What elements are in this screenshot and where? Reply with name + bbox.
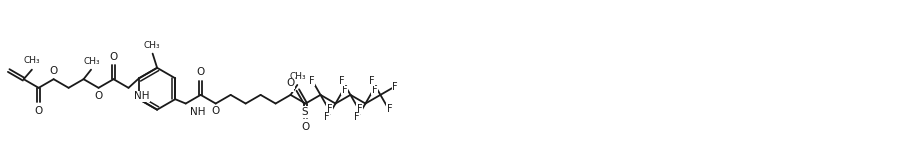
Text: NH: NH: [133, 91, 148, 101]
Text: F: F: [338, 76, 343, 86]
Text: CH₃: CH₃: [289, 72, 306, 81]
Text: O: O: [35, 106, 43, 116]
Text: O: O: [211, 106, 220, 116]
Text: S: S: [302, 107, 308, 117]
Text: CH₃: CH₃: [83, 57, 99, 66]
Text: F: F: [368, 76, 374, 86]
Text: O: O: [286, 78, 294, 88]
Text: F: F: [326, 104, 332, 114]
Text: F: F: [356, 104, 362, 114]
Text: O: O: [49, 66, 57, 76]
Text: F: F: [353, 112, 359, 123]
Text: NH: NH: [190, 107, 206, 117]
Text: O: O: [301, 122, 310, 132]
Text: F: F: [392, 82, 397, 92]
Text: CH₃: CH₃: [143, 41, 159, 50]
Text: F: F: [386, 104, 392, 114]
Text: O: O: [95, 91, 103, 101]
Text: N: N: [285, 81, 293, 91]
Text: O: O: [197, 67, 205, 77]
Text: CH₃: CH₃: [24, 56, 40, 65]
Text: F: F: [342, 85, 347, 95]
Text: O: O: [109, 52, 118, 62]
Text: F: F: [323, 112, 329, 123]
Text: F: F: [308, 76, 314, 86]
Text: F: F: [372, 85, 377, 95]
